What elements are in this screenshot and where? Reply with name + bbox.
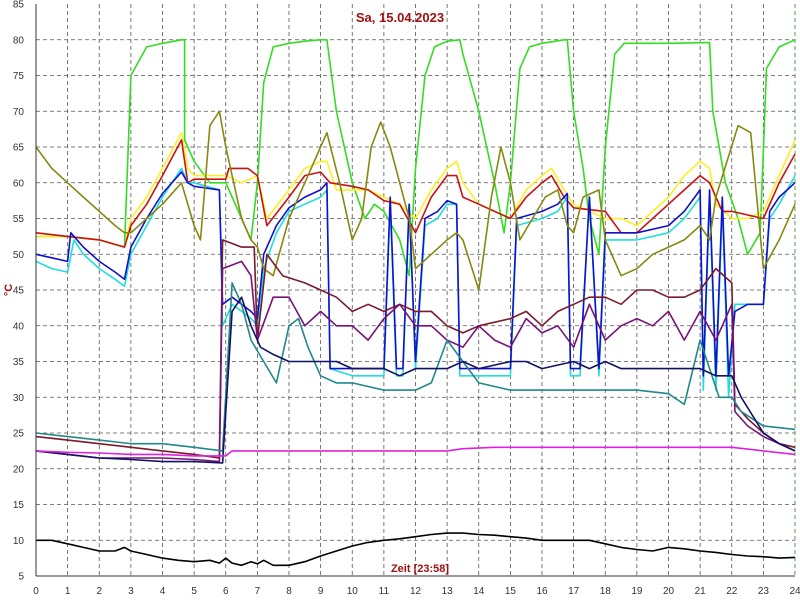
y-tick-label: 40 [13,321,25,332]
x-tick-label: 24 [789,586,800,597]
series-line-12 [36,532,796,567]
x-tick-label: 6 [223,586,229,597]
x-tick-label: 22 [726,586,738,597]
y-tick-label: 15 [13,500,25,511]
x-tick-label: 12 [410,586,422,597]
x-tick-label: 10 [347,586,359,597]
y-tick-label: 5 [18,572,24,583]
series-line-5 [35,171,796,377]
y-tick-label: 70 [13,107,25,118]
x-tick-label: 9 [318,586,324,597]
x-tick-label: 20 [663,586,675,597]
x-tick-label: 15 [505,586,517,597]
y-tick-label: 10 [13,536,25,547]
y-tick-label: 65 [13,143,25,154]
series-line-9 [35,282,796,452]
x-tick-label: 19 [631,586,643,597]
x-tick-label: 4 [160,586,166,597]
x-axis-label: Zeit [23:58] [391,563,449,575]
y-tick-label: 85 [13,0,25,11]
series-lines [35,39,796,567]
x-tick-label: 7 [255,586,261,597]
y-tick-label: 50 [13,250,25,261]
series-line-2 [36,131,796,248]
x-tick-label: 5 [191,586,197,597]
x-tick-label: 13 [442,586,454,597]
y-tick-label: 75 [13,71,25,82]
x-tick-label: 14 [473,586,485,597]
x-tick-label: 23 [758,586,770,597]
series-line-8 [35,260,796,463]
y-tick-label: 35 [13,357,25,368]
x-tick-label: 16 [536,586,548,597]
y-tick-label: 55 [13,214,25,225]
x-tick-label: 18 [600,586,612,597]
tick-labels: 0 1 2 3 4 5 6 7 8 9 10 11 12 13 14 15 16 17 18 19 20 21 22 23 24… [13,0,800,597]
x-tick-label: 17 [568,586,580,597]
y-tick-label: 30 [13,393,25,404]
y-axis-label: °C [3,284,15,296]
x-tick-label: 0 [33,586,39,597]
series-line-7 [35,239,796,459]
x-tick-label: 21 [695,586,707,597]
y-tick-label: 45 [13,286,25,297]
series-line-3 [35,139,796,248]
y-tick-label: 60 [13,178,25,189]
series-line-10 [35,296,796,464]
x-tick-label: 8 [286,586,292,597]
x-tick-label: 1 [65,586,71,597]
x-tick-label: 3 [128,586,134,597]
series-line-1 [36,39,796,277]
grid [36,4,796,576]
series-line-11 [35,446,796,457]
y-tick-label: 80 [13,35,25,46]
y-tick-label: 20 [13,464,25,475]
x-tick-label: 2 [96,586,102,597]
y-tick-label: 25 [13,429,25,440]
chart-title: Sa, 15.04.2023 [356,10,444,25]
series-line-6 [35,110,796,291]
x-tick-label: 11 [379,586,390,597]
axes [35,4,795,577]
